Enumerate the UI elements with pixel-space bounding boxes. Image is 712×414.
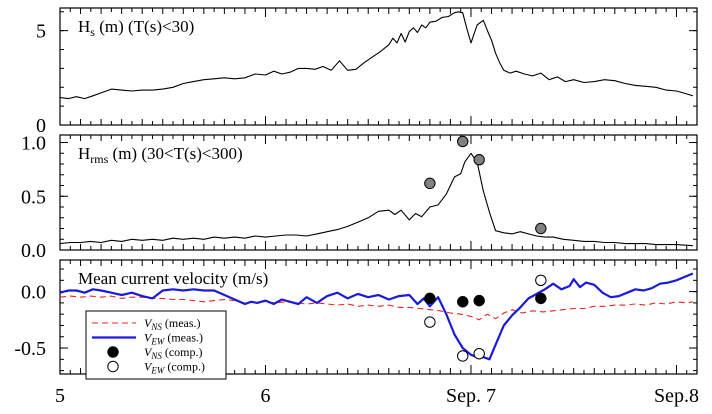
data-point <box>473 154 485 166</box>
legend-label-main: V <box>144 360 153 374</box>
series-line-velocity-1 <box>60 272 694 361</box>
y-tick-label: 0.0 <box>21 282 46 304</box>
series-line-velocity-0 <box>60 295 693 321</box>
legend-label: VEW (comp.) <box>144 360 205 376</box>
series-line-hs-0 <box>60 11 694 100</box>
legend-label-sub: NS <box>150 351 162 361</box>
data-point <box>424 177 436 190</box>
legend-label-rest: (comp.) <box>162 345 203 359</box>
panel-title-rest: (m) (T(s)<30) <box>95 17 194 36</box>
data-point <box>457 350 469 362</box>
data-point <box>424 316 436 328</box>
legend-label-rest: (comp.) <box>164 360 205 374</box>
legend-marker <box>107 360 119 373</box>
data-point <box>473 294 485 307</box>
y-tick-label: -0.5 <box>14 338 46 360</box>
panel-hs: 0 5 Hs (m) (T(s)<30) <box>36 7 698 137</box>
legend-label-sub: EW <box>150 366 165 376</box>
x-tick-label: 6 <box>260 385 270 407</box>
panel-series-group <box>60 272 694 361</box>
x-tick-label: Sep. 7 <box>446 385 496 407</box>
panel-title-sub: s <box>90 25 95 39</box>
panel-title: Mean current velocity (m/s) <box>78 269 268 288</box>
panel-series-group <box>60 11 694 100</box>
panel-series-group <box>60 152 693 247</box>
x-tick-label: Sep.8 <box>654 385 699 407</box>
data-point <box>535 222 547 235</box>
legend-label-rest: (meas.) <box>162 316 201 330</box>
panel-title-main: H <box>78 17 90 36</box>
data-point <box>424 292 436 305</box>
y-tick-label: 0.0 <box>21 240 46 262</box>
legend: VNS (meas.)VEW (meas.)VNS (comp.)VEW (co… <box>85 310 227 380</box>
panel-title-main: H <box>78 144 90 163</box>
legend-label-rest: (meas.) <box>164 331 203 345</box>
panel-title: Hrms (m) (30<T(s)<300) <box>78 144 243 166</box>
y-tick-label: 5 <box>36 21 46 43</box>
panel-hrms: 0.0 0.5 1.0 Hrms (m) (30<T(s)<300) <box>21 133 698 262</box>
legend-label: VEW (meas.) <box>144 331 203 347</box>
legend-label-main: V <box>144 345 153 359</box>
panels-layer: 0 5 Hs (m) (T(s)<30) 0.0 0.5 1.0 Hrms (m) (30<… <box>14 7 698 375</box>
y-tick-label: 1.0 <box>21 133 46 155</box>
x-tick-label: 5 <box>55 385 65 407</box>
data-point <box>457 296 469 308</box>
panel-title: Hs (m) (T(s)<30) <box>78 17 194 39</box>
y-tick-label: 0.5 <box>21 186 46 208</box>
legend-label: VNS (comp.) <box>144 345 203 361</box>
y-tick-label: 0 <box>36 115 46 137</box>
legend-label: VNS (meas.) <box>144 316 201 332</box>
legend-marker <box>107 346 119 358</box>
data-point <box>535 274 547 287</box>
panel-title-rest: (m) (30<T(s)<300) <box>108 144 242 163</box>
data-point <box>535 292 547 305</box>
legend-label-main: V <box>144 316 153 330</box>
panel-title-main: Mean current velocity (m/s) <box>78 269 268 288</box>
data-point <box>473 347 485 360</box>
legend-label-main: V <box>144 331 153 345</box>
panel-velocity: -0.5 0.0 Mean current velocity (m/s) <box>14 259 698 375</box>
legend-label-sub: EW <box>150 337 165 347</box>
panel-title-sub: rms <box>90 152 108 166</box>
legend-label-sub: NS <box>150 322 162 332</box>
series-line-hrms-0 <box>60 152 693 247</box>
data-point <box>457 135 469 148</box>
